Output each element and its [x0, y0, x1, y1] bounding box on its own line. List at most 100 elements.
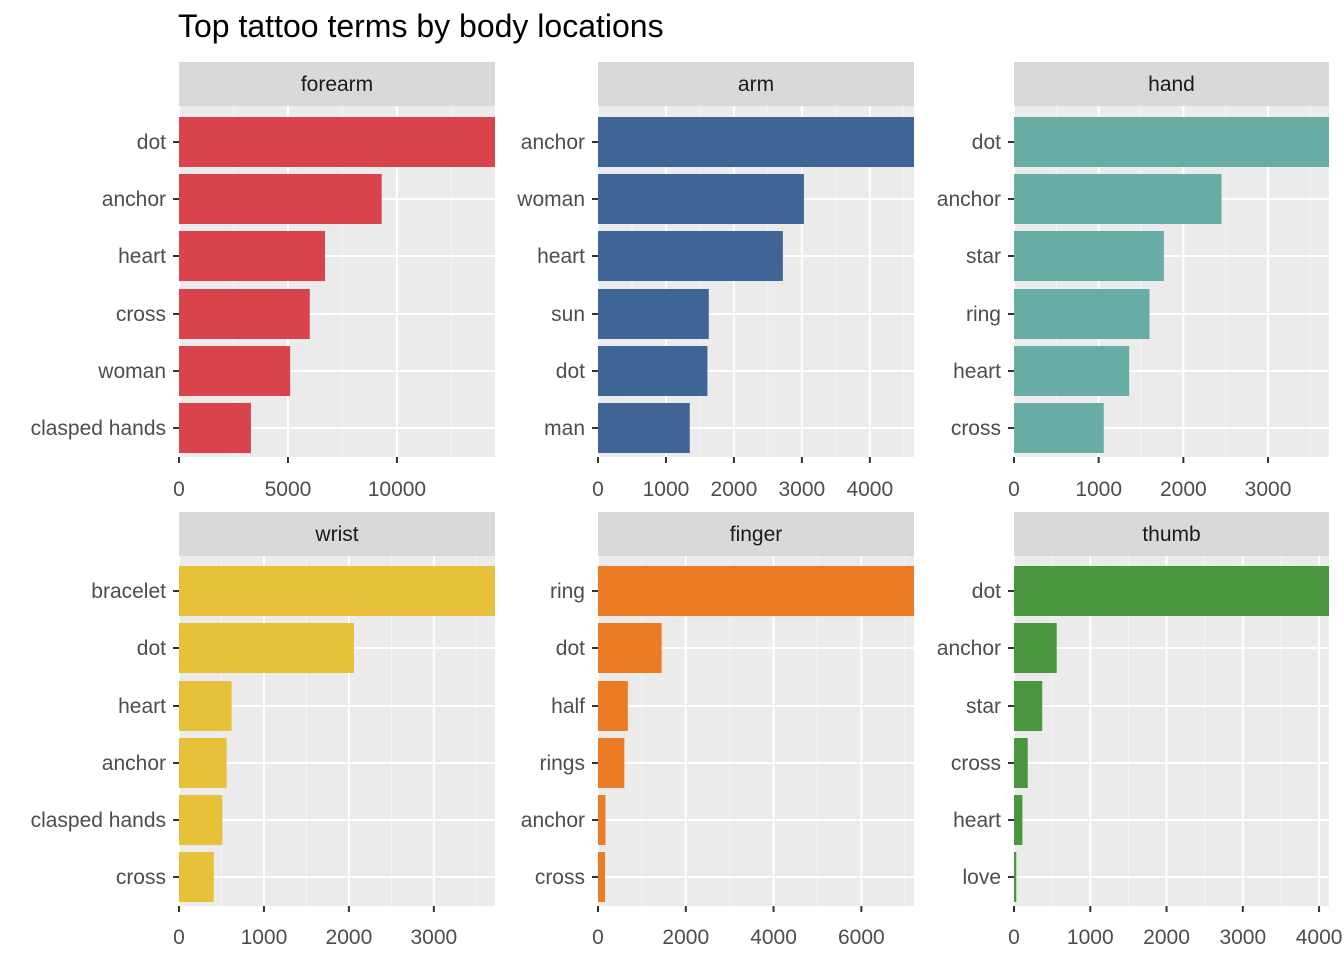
x-tick-label: 0: [173, 926, 185, 949]
x-tick-label: 10000: [368, 478, 426, 501]
facet-strip: [598, 512, 914, 556]
facet-strip-label: finger: [730, 523, 783, 546]
x-tick-label: 3000: [779, 478, 826, 501]
bar-arm-4: [598, 346, 708, 396]
x-tick-label: 1000: [241, 926, 288, 949]
bar-arm-3: [598, 289, 709, 339]
category-label: heart: [118, 695, 166, 718]
category-label: heart: [537, 245, 585, 268]
x-tick-label: 0: [173, 478, 185, 501]
facet-strip: [1014, 512, 1329, 556]
bar-wrist-4: [179, 795, 223, 845]
facet-strip: [179, 62, 495, 106]
bar-finger-2: [598, 681, 628, 731]
bar-wrist-0: [179, 566, 495, 616]
x-tick-label: 1000: [643, 478, 690, 501]
x-tick-label: 2000: [662, 926, 709, 949]
category-label: dot: [137, 131, 166, 154]
bar-forearm-2: [179, 231, 326, 281]
category-label: rings: [539, 752, 585, 775]
bar-arm-0: [598, 117, 914, 167]
category-label: dot: [556, 637, 585, 660]
x-tick-label: 6000: [838, 926, 885, 949]
category-label: cross: [116, 866, 166, 889]
facet-strip: [598, 62, 914, 106]
bar-finger-0: [598, 566, 914, 616]
facet-strip-label: thumb: [1142, 523, 1200, 546]
x-tick-label: 2000: [711, 478, 758, 501]
bar-finger-5: [598, 852, 606, 902]
x-tick-label: 4000: [1296, 926, 1343, 949]
bar-finger-3: [598, 738, 625, 788]
category-label: dot: [972, 131, 1001, 154]
category-label: anchor: [937, 637, 1001, 660]
bar-finger-1: [598, 623, 662, 673]
category-label: cross: [116, 303, 166, 326]
x-tick-label: 1000: [1067, 926, 1114, 949]
bar-hand-1: [1014, 174, 1222, 224]
bar-hand-4: [1014, 346, 1130, 396]
bar-thumb-3: [1014, 738, 1028, 788]
category-label: heart: [953, 809, 1001, 832]
x-tick-label: 3000: [1219, 926, 1266, 949]
category-label: star: [966, 245, 1001, 268]
bar-thumb-0: [1014, 566, 1329, 616]
bar-thumb-4: [1014, 795, 1023, 845]
category-label: cross: [535, 866, 585, 889]
category-label: ring: [550, 580, 585, 603]
x-tick-label: 0: [1008, 478, 1020, 501]
x-tick-label: 3000: [410, 926, 457, 949]
chart-title: Top tattoo terms by body locations: [178, 8, 664, 44]
category-label: anchor: [521, 809, 585, 832]
bar-wrist-5: [179, 852, 214, 902]
category-label: cross: [951, 417, 1001, 440]
category-label: clasped hands: [31, 417, 166, 440]
bar-arm-1: [598, 174, 804, 224]
x-tick-label: 5000: [265, 478, 312, 501]
x-tick-label: 1000: [1075, 478, 1122, 501]
category-label: star: [966, 695, 1001, 718]
category-label: sun: [551, 303, 585, 326]
facet-strip-label: wrist: [314, 523, 358, 546]
bar-finger-4: [598, 795, 606, 845]
facet-strip-label: forearm: [301, 73, 373, 96]
x-tick-label: 2000: [1160, 478, 1207, 501]
bar-thumb-5: [1014, 852, 1017, 902]
category-label: anchor: [521, 131, 585, 154]
bar-forearm-5: [179, 403, 251, 453]
category-label: woman: [516, 188, 585, 211]
category-label: dot: [137, 637, 166, 660]
category-label: woman: [97, 360, 166, 383]
bar-hand-2: [1014, 231, 1164, 281]
bar-forearm-3: [179, 289, 310, 339]
bar-wrist-3: [179, 738, 227, 788]
bar-thumb-2: [1014, 681, 1043, 731]
bar-hand-3: [1014, 289, 1150, 339]
category-label: ring: [966, 303, 1001, 326]
x-tick-label: 0: [1008, 926, 1020, 949]
category-label: anchor: [102, 752, 166, 775]
category-label: dot: [556, 360, 585, 383]
bar-hand-5: [1014, 403, 1104, 453]
x-tick-label: 0: [592, 478, 604, 501]
category-label: half: [551, 695, 585, 718]
bar-arm-2: [598, 231, 783, 281]
bar-wrist-2: [179, 681, 232, 731]
x-tick-label: 4000: [750, 926, 797, 949]
bar-forearm-1: [179, 174, 382, 224]
facet-strip: [1014, 62, 1329, 106]
bar-forearm-4: [179, 346, 291, 396]
category-label: love: [962, 866, 1001, 889]
category-label: heart: [118, 245, 166, 268]
x-tick-label: 4000: [846, 478, 893, 501]
bar-forearm-0: [179, 117, 495, 167]
category-label: anchor: [102, 188, 166, 211]
bar-wrist-1: [179, 623, 354, 673]
category-label: dot: [972, 580, 1001, 603]
bar-thumb-1: [1014, 623, 1057, 673]
x-tick-label: 3000: [1245, 478, 1292, 501]
facet-strip: [179, 512, 495, 556]
x-tick-label: 2000: [326, 926, 373, 949]
bar-arm-5: [598, 403, 690, 453]
